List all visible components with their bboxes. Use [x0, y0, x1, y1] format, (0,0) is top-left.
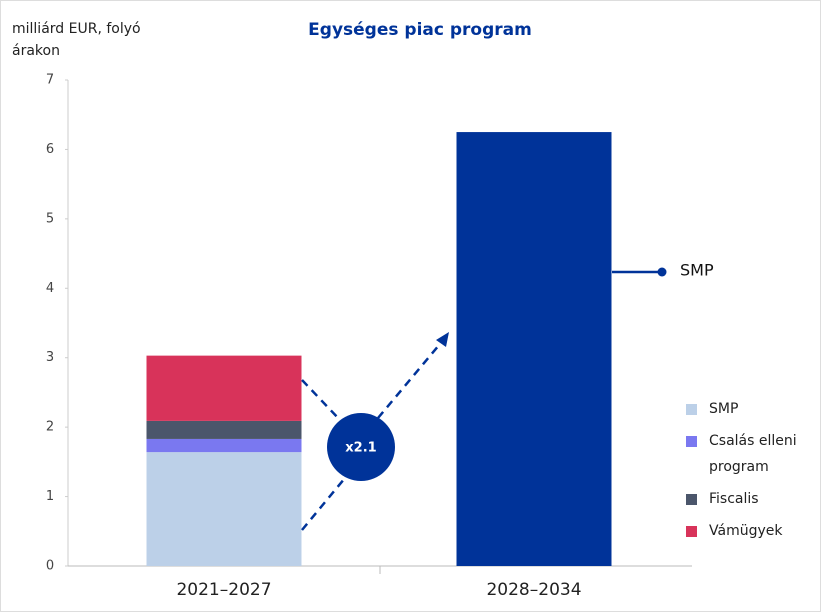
y-tick-label: 4	[46, 281, 54, 296]
legend-label: Fiscalis	[709, 491, 759, 507]
y-tick-label: 5	[46, 211, 54, 226]
callout-label: SMP	[680, 261, 714, 280]
y-tick-label: 2	[46, 420, 54, 435]
x-tick-label: 2028–2034	[486, 580, 581, 600]
growth-label: x2.1	[345, 441, 376, 456]
bar-segment	[146, 355, 302, 421]
legend-swatch	[686, 526, 697, 537]
y-tick-label: 1	[46, 489, 54, 504]
legend-item: SMP	[686, 396, 816, 422]
legend-swatch	[686, 436, 697, 447]
legend-swatch	[686, 404, 697, 415]
legend-label: Vámügyek	[709, 523, 783, 539]
arrow-head	[436, 332, 449, 347]
legend-label: Csalás elleni program	[709, 433, 797, 475]
legend-item: Csalás elleni program	[686, 428, 816, 480]
legend-item: Vámügyek	[686, 518, 816, 544]
bar-segment	[456, 132, 612, 567]
legend-label: SMP	[709, 401, 739, 417]
bar-segment	[146, 420, 302, 439]
y-tick-label: 3	[46, 350, 54, 365]
y-tick-label: 0	[46, 559, 54, 574]
y-tick-label: 7	[46, 73, 54, 88]
arrows	[301, 337, 446, 531]
bar-segment	[146, 452, 302, 566]
y-axis-label: milliárd EUR, folyó árakon	[12, 21, 141, 59]
callout-dot	[657, 267, 667, 277]
y-tick-label: 6	[46, 142, 54, 157]
chart-title: Egységes piac program	[308, 20, 532, 40]
legend-item: Fiscalis	[686, 486, 816, 512]
legend: SMP Csalás elleni program Fiscalis Vámügyek	[686, 396, 816, 550]
legend-swatch	[686, 494, 697, 505]
growth-badge	[327, 413, 395, 481]
bar-segment	[146, 438, 302, 453]
x-tick-label: 2021–2027	[176, 580, 271, 600]
